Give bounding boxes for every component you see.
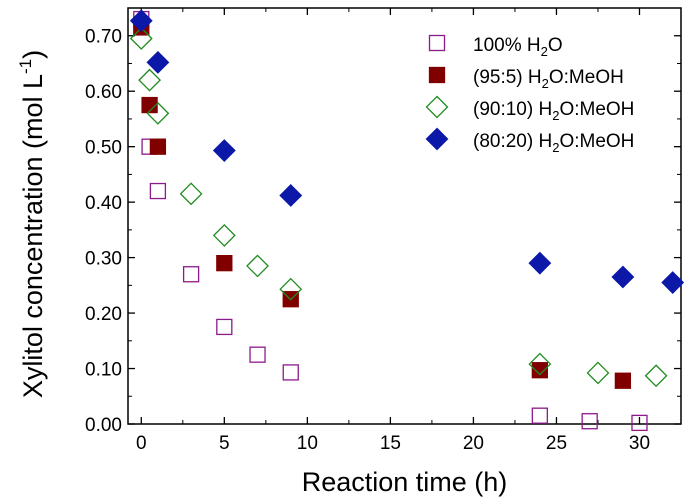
legend-label: (80:20) H2O:MeOH (473, 131, 634, 155)
y-tick-label: 0.40 (85, 193, 122, 214)
data-point (149, 182, 167, 200)
y-tick-label: 0.20 (85, 304, 122, 325)
y-tick-label: 0.10 (85, 360, 122, 381)
x-tick-label: 5 (219, 433, 230, 454)
y-tick-label: 0.60 (85, 82, 122, 103)
plot-frame (127, 7, 682, 425)
legend-label: (90:10) H2O:MeOH (473, 99, 634, 123)
data-point (631, 414, 648, 432)
data-point (216, 318, 233, 336)
data-point (146, 101, 170, 125)
data-point (644, 364, 668, 388)
data-point (129, 9, 153, 33)
x-axis-title: Reaction time (h) (302, 467, 508, 497)
series-4 (129, 9, 685, 294)
data-point (531, 407, 548, 424)
series-3 (129, 27, 668, 388)
data-point (129, 27, 153, 50)
axes: 0 5 10 15 20 25 30 0.00 0.10 0.20 0.30 0.40 0.50 0.60… (85, 7, 682, 454)
data-points (129, 9, 685, 432)
data-point (216, 254, 233, 272)
legend-marker (428, 34, 446, 52)
data-point (246, 254, 269, 278)
x-tick-label: 0 (136, 433, 147, 454)
x-tick-label: 15 (380, 433, 401, 454)
data-point (614, 372, 632, 389)
data-point (611, 265, 635, 289)
y-tick-label: 0.00 (85, 415, 122, 436)
x-tick-label: 25 (546, 433, 567, 454)
y-tick-label: 0.50 (85, 138, 122, 159)
data-point (528, 352, 552, 376)
data-point (279, 277, 303, 301)
data-point (138, 68, 162, 92)
legend-label: (95:5) H2O:MeOH (473, 67, 624, 91)
data-point (249, 346, 266, 363)
data-point (149, 138, 167, 155)
data-point (279, 184, 303, 207)
data-point (146, 50, 170, 74)
x-tick-label: 10 (297, 433, 318, 454)
legend-marker (428, 66, 446, 84)
x-tick-label: 30 (629, 433, 650, 454)
data-point (586, 361, 610, 385)
x-tick-label: 20 (463, 433, 484, 454)
legend-marker (425, 95, 449, 119)
legend: 100% H2O (95:5) H2O:MeOH (90:10) H2O:MeOH (… (425, 34, 634, 155)
y-tick-label: 0.70 (85, 27, 122, 48)
y-axis-title: Xylitol concentration (mol L-1) (16, 50, 48, 398)
data-point (141, 96, 158, 114)
legend-marker (425, 127, 449, 151)
data-point (661, 271, 685, 294)
data-point (182, 266, 200, 283)
data-point (179, 182, 203, 206)
data-point (581, 413, 598, 430)
data-point (212, 223, 236, 247)
data-point (528, 251, 552, 275)
data-point (531, 362, 548, 379)
data-point (212, 139, 236, 162)
data-point (282, 364, 299, 381)
legend-label: 100% H2O (473, 35, 563, 59)
y-tick-label: 0.30 (85, 249, 122, 270)
